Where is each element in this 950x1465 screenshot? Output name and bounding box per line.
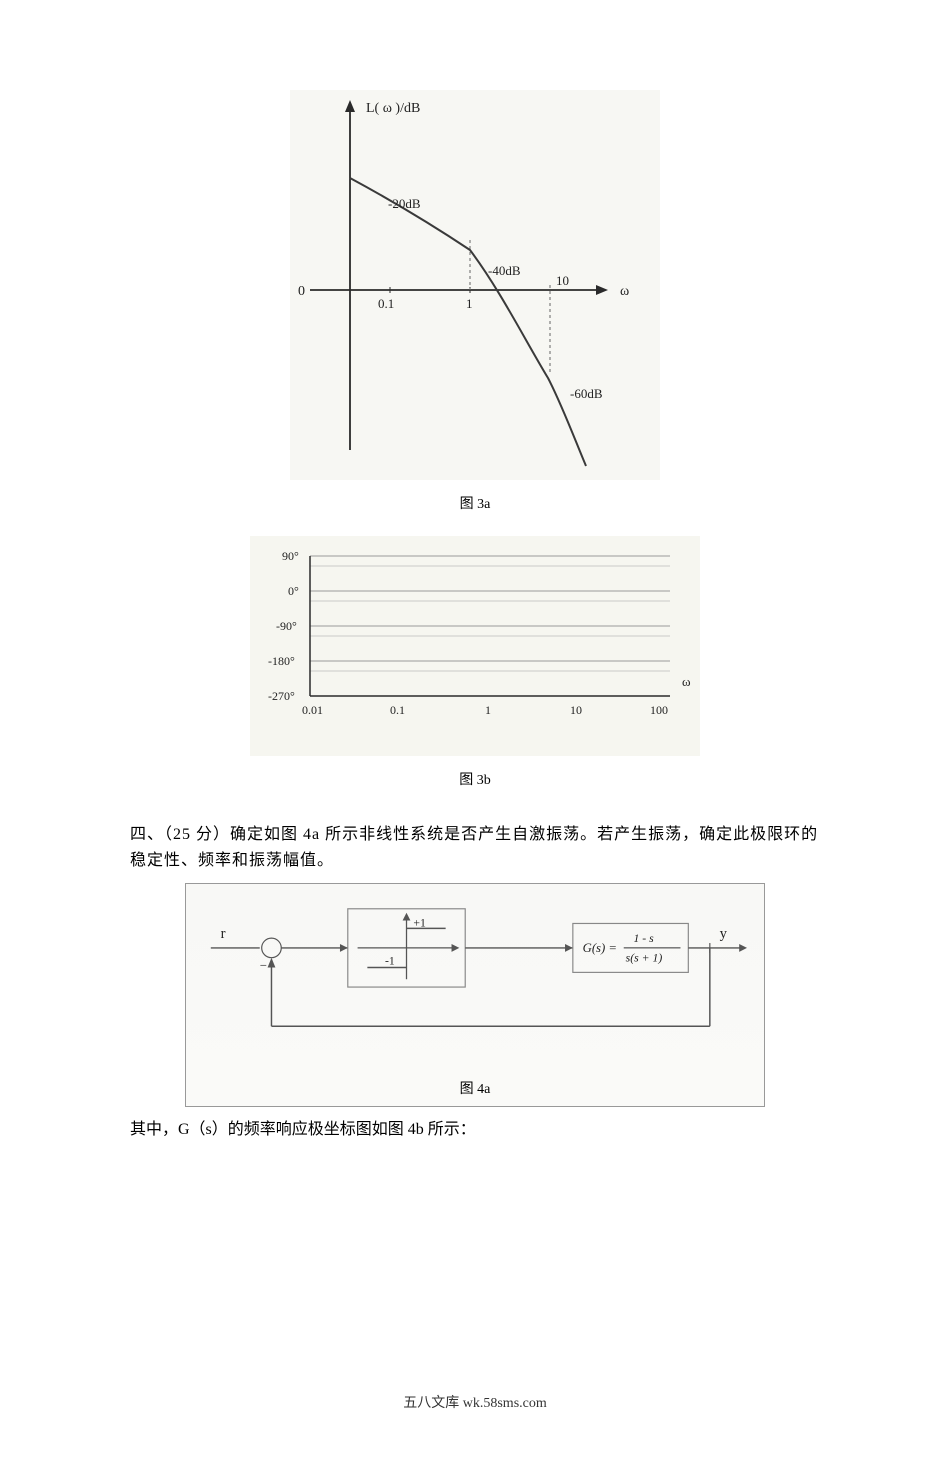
plot-bg-3b (250, 536, 700, 756)
slope-label-2: -60dB (570, 386, 603, 401)
block-diagram: r − +1 -1 G(s) = 1 - s s(s + 1) y (201, 899, 749, 1065)
figure-4a: r − +1 -1 G(s) = 1 - s s(s + 1) y (185, 883, 765, 1107)
zero-label: 0 (298, 284, 305, 299)
figure-4a-caption: 图 4a (201, 1079, 749, 1101)
xtick-3b-2: 1 (485, 703, 491, 717)
sum-junction (262, 938, 282, 958)
figure-3b-caption: 图 3b (250, 770, 700, 792)
page-footer: 五八文库 wk.58sms.com (130, 1393, 820, 1415)
relay-high-label: +1 (413, 917, 426, 930)
ytick-3b-2: -90° (276, 619, 297, 633)
xtick-3b-3: 10 (570, 703, 582, 717)
bode-mag-plot: L( ω )/dB ω 0 0.1 1 10 -20dB -40dB -60dB (290, 90, 660, 480)
question-4-text: 四、（25 分）确定如图 4a 所示非线性系统是否产生自激振荡。若产生振荡，确定… (130, 822, 820, 873)
plot-bg (290, 90, 660, 480)
x-axis-label: ω (620, 284, 629, 299)
xtick-3b-4: 100 (650, 703, 668, 717)
figure-3a-caption: 图 3a (290, 494, 660, 516)
ytick-3b-0: 90° (282, 549, 299, 563)
xtick-label-2: 10 (556, 273, 569, 288)
figure-3b: 90° 0° -90° -180° -270° 0.01 0.1 1 10 10… (250, 536, 700, 792)
ytick-3b-3: -180° (268, 654, 295, 668)
ytick-3b-4: -270° (268, 689, 295, 703)
relay-xarrow (452, 944, 460, 952)
relay-yarrow (403, 913, 411, 921)
figure-3a: L( ω )/dB ω 0 0.1 1 10 -20dB -40dB -60dB… (290, 90, 660, 516)
sum-minus: − (260, 959, 267, 973)
footnote-4b: 其中，G（s）的频率响应极坐标图如图 4b 所示： (130, 1117, 820, 1143)
y-axis-label: L( ω )/dB (366, 101, 420, 116)
ytick-3b-1: 0° (288, 584, 299, 598)
arrow-g (565, 944, 573, 952)
gs-label: G(s) = (583, 941, 617, 955)
bode-phase-plot: 90° 0° -90° -180° -270° 0.01 0.1 1 10 10… (250, 536, 700, 756)
relay-low-label: -1 (385, 955, 395, 968)
xtick-3b-0: 0.01 (302, 703, 323, 717)
xtick-3b-1: 0.1 (390, 703, 405, 717)
slope-label-0: -20dB (388, 196, 421, 211)
xtick-label-1: 1 (466, 296, 473, 311)
fb-arrow (268, 958, 276, 968)
input-label: r (221, 926, 226, 942)
xtick-label-0: 0.1 (378, 296, 394, 311)
output-label: y (720, 926, 728, 942)
arrow-y (739, 944, 747, 952)
gs-numer: 1 - s (634, 932, 655, 945)
gs-denom: s(s + 1) (626, 952, 663, 965)
slope-label-1: -40dB (488, 263, 521, 278)
arrow-relay (340, 944, 348, 952)
xlabel-3b: ω (682, 674, 691, 689)
